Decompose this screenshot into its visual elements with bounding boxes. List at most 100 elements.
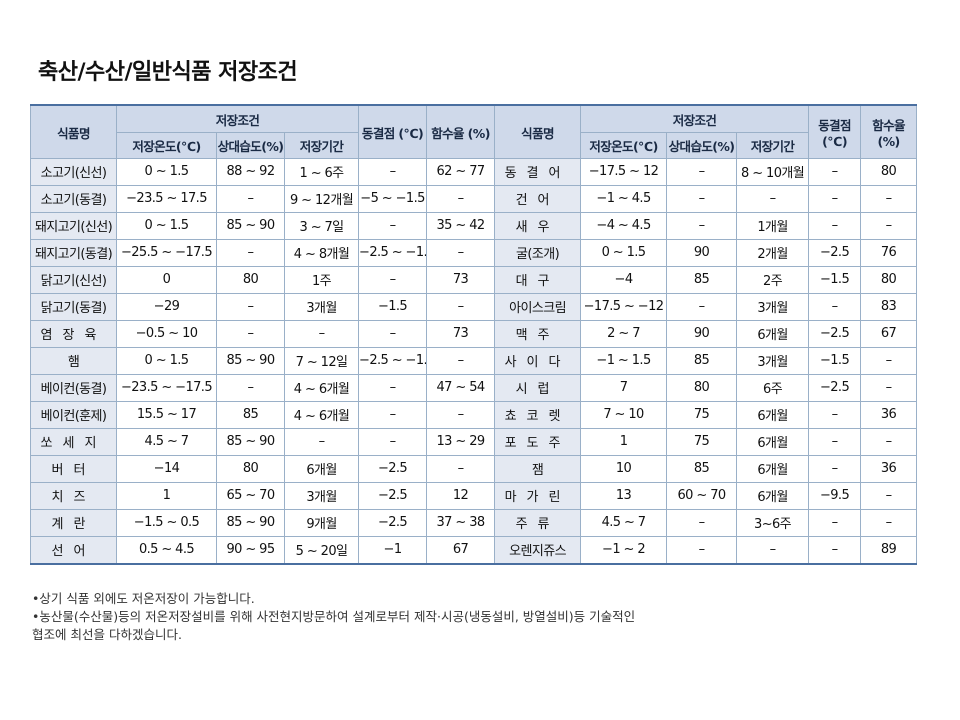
temp-cell: 15.5 ~ 17	[116, 400, 217, 429]
header-food-name-right: 식품명	[494, 104, 582, 159]
temp-cell: 2 ~ 7	[580, 319, 668, 348]
hum-cell: 85 ~ 90	[216, 346, 285, 375]
hum-cell: –	[216, 319, 285, 348]
temp-cell: 0.5 ~ 4.5	[116, 535, 217, 565]
period-cell: 1개월	[736, 211, 810, 240]
freeze-cell: –	[358, 427, 428, 456]
hum-cell: –	[216, 238, 285, 267]
period-cell: 6개월	[736, 481, 810, 510]
freeze-cell: –	[358, 211, 428, 240]
food-name-cell: 돼지고기(동결)	[30, 238, 117, 267]
hum-cell: 85	[666, 265, 738, 294]
period-cell: 8 ~ 10개월	[736, 158, 810, 186]
period-cell: 9개월	[283, 508, 360, 537]
hum-cell: 80	[216, 454, 285, 483]
hum-cell: 60 ~ 70	[666, 481, 738, 510]
table-row: 돼지고기(신선) 0 ~ 1.5 85 ~ 90 3 ~ 7일 –35 ~ 42 새우 −4…	[30, 211, 918, 240]
freeze-cell: −1.5	[358, 292, 428, 321]
temp-cell: −1.5 ~ 0.5	[116, 508, 217, 537]
water-cell: 62 ~ 77	[426, 158, 496, 186]
period-cell: 9 ~ 12개월	[283, 184, 360, 213]
food-name-cell: 치즈	[30, 481, 117, 510]
freeze-cell: −2.5	[808, 373, 862, 402]
food-name-cell: 건어	[494, 184, 582, 213]
period-cell: 6주	[736, 373, 810, 402]
food-name-cell: 오렌지쥬스	[494, 535, 582, 565]
note-line-2: •농산물(수산물)등의 저온저장설비를 위해 사전현지방문하여 설계로부터 제작…	[32, 609, 636, 624]
food-name-cell: 소고기(동결)	[30, 184, 117, 213]
food-name-cell: 동결어	[494, 158, 582, 186]
note-line-1: •상기 식품 외에도 저온저장이 가능합니다.	[32, 591, 255, 606]
freeze-cell: –	[808, 211, 862, 240]
temp-cell: 10	[580, 454, 668, 483]
header-water-content-left: 함수율 (%)	[426, 104, 496, 159]
temp-cell: 1	[580, 427, 668, 456]
table-row: 버터 −14 80 6개월 −2.5– 잼 10 85 6개월 –36	[30, 454, 918, 483]
table-row: 선어 0.5 ~ 4.5 90 ~ 95 5 ~ 20일 −1 67 오렌지쥬스 −1 ~ 2…	[30, 535, 918, 565]
table-body: 소고기(신선) 0 ~ 1.5 88 ~ 92 1 ~ 6주 –62 ~ 77 동결어 −1…	[30, 158, 918, 565]
freeze-cell: –	[808, 158, 862, 186]
table-row: 베이컨(훈제) 15.5 ~ 17 85 4 ~ 6개월 – – 쵸코렛 7 ~ 10 75 6개…	[30, 400, 918, 429]
food-name-cell: 선어	[30, 535, 117, 565]
table-row: 염장육 −0.5 ~ 10– – –73 맥주 2 ~ 7 90 6개월 −2.5 67	[30, 319, 918, 348]
food-name-cell: 주류	[494, 508, 582, 537]
table-row: 햄0 ~ 1.585 ~ 907 ~ 12일−2.5 ~ −1.5–사이다−1 …	[30, 346, 918, 375]
temp-cell: 0 ~ 1.5	[116, 211, 217, 240]
period-cell: 1주	[283, 265, 360, 294]
temp-cell: −1 ~ 1.5	[580, 346, 668, 375]
water-cell: 80	[860, 265, 918, 294]
freeze-cell: −1.5	[808, 346, 862, 375]
food-name-cell: 사이다	[494, 346, 582, 375]
hum-cell: 80	[666, 373, 738, 402]
header-row-1: 식품명 저장조건 동결점 (℃) 함수율 (%) 식품명 저장조건 동결점 (℃…	[30, 104, 918, 159]
food-name-cell: 포도주	[494, 427, 582, 456]
food-name-cell: 버터	[30, 454, 117, 483]
header-rel-humidity-left: 상대습도(%)	[216, 132, 285, 159]
food-name-cell: 마가린	[494, 481, 582, 510]
freeze-cell: –	[808, 400, 862, 429]
water-cell: 73	[426, 265, 496, 294]
period-cell: 4 ~ 6개월	[283, 400, 360, 429]
header-storage-temp-right: 저장온도(℃)	[580, 132, 668, 159]
freeze-cell: −2.5	[358, 454, 428, 483]
water-cell: –	[860, 481, 918, 510]
header-freezing-point-right: 동결점 (℃)	[808, 104, 862, 159]
temp-cell: 0	[116, 265, 217, 294]
table-row: 계란 −1.5 ~ 0.5 85 ~ 90 9개월 −2.5 37 ~ 38 주류 4.5 ~…	[30, 508, 918, 537]
hum-cell: 75	[666, 427, 738, 456]
period-cell: 2개월	[736, 238, 810, 267]
freeze-cell: −5 ~ −1.5	[358, 184, 428, 213]
table-row: 베이컨(동결) −23.5 ~ −17.5–4 ~ 6개월 –47 ~ 54 시럽 7 8…	[30, 373, 918, 402]
page-title: 축산/수산/일반식품 저장조건	[38, 60, 298, 85]
water-cell: –	[426, 346, 496, 375]
period-cell: –	[736, 184, 810, 213]
header-storage-temp-left: 저장온도(℃)	[116, 132, 217, 159]
temp-cell: −29	[116, 292, 217, 321]
table-row: 치즈 1 65 ~ 70 3개월 −2.5 12 마가린 13 60 ~ 70 6개월 −9.5–	[30, 481, 918, 510]
period-cell: 6개월	[736, 400, 810, 429]
water-cell: 83	[860, 292, 918, 321]
food-name-cell: 쵸코렛	[494, 400, 582, 429]
header-storage-period-right: 저장기간	[736, 132, 810, 159]
temp-cell: −1 ~ 2	[580, 535, 668, 565]
temp-cell: −17.5 ~ 12	[580, 158, 668, 186]
hum-cell: 85	[666, 346, 738, 375]
freeze-cell: –	[358, 373, 428, 402]
freeze-cell: –	[808, 508, 862, 537]
water-cell: 12	[426, 481, 496, 510]
freeze-cell: –	[808, 292, 862, 321]
table-row: 닭고기(신선) 0 80 1주 –73 대구 −4 85 2주 −1.5 80	[30, 265, 918, 294]
period-cell: 2주	[736, 265, 810, 294]
header-freezing-point-left: 동결점 (℃)	[358, 104, 428, 159]
hum-cell: 88 ~ 92	[216, 158, 285, 186]
water-cell: 36	[860, 454, 918, 483]
food-name-cell: 새우	[494, 211, 582, 240]
freeze-cell: –	[358, 400, 428, 429]
hum-cell: 85 ~ 90	[216, 427, 285, 456]
water-cell: 35 ~ 42	[426, 211, 496, 240]
freeze-cell: –	[808, 454, 862, 483]
food-name-cell: 베이컨(동결)	[30, 373, 117, 402]
water-cell: –	[426, 184, 496, 213]
hum-cell: –	[216, 373, 285, 402]
table-row: 닭고기(동결) −29–3개월 −1.5– 아이스크림 −17.5 ~ −12–3개월 –…	[30, 292, 918, 321]
